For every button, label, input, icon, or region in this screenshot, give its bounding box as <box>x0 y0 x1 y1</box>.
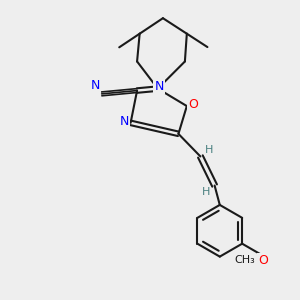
Text: N: N <box>91 79 100 92</box>
Text: N: N <box>154 80 164 93</box>
Text: H: H <box>205 145 213 155</box>
Text: H: H <box>202 187 210 197</box>
Text: CH₃: CH₃ <box>234 255 255 265</box>
Text: N: N <box>119 115 129 128</box>
Text: O: O <box>258 254 268 267</box>
Text: O: O <box>188 98 198 111</box>
